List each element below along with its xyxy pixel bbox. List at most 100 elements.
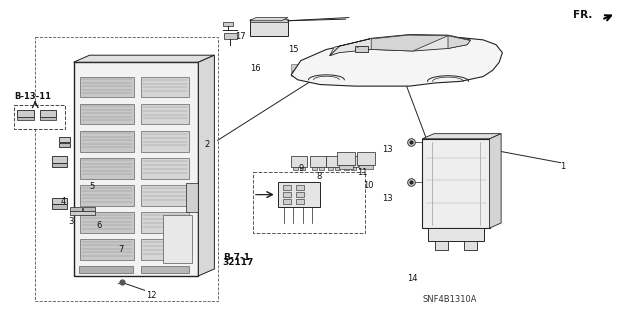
Bar — [80, 158, 134, 179]
Bar — [52, 163, 67, 167]
Bar — [141, 239, 189, 260]
Text: 16: 16 — [250, 64, 260, 73]
Bar — [163, 215, 192, 263]
Bar — [339, 165, 353, 169]
Bar — [141, 185, 189, 206]
Bar — [250, 19, 288, 22]
Text: 5: 5 — [90, 182, 95, 191]
Bar — [17, 117, 34, 120]
Bar — [291, 64, 310, 70]
Text: 7: 7 — [118, 245, 124, 254]
Bar — [342, 156, 358, 167]
Text: B-13-11: B-13-11 — [14, 92, 51, 101]
Bar — [312, 167, 317, 170]
Bar — [40, 117, 56, 120]
Bar — [253, 172, 365, 233]
Bar — [79, 266, 133, 273]
Bar — [52, 156, 67, 163]
Text: 12: 12 — [146, 291, 156, 300]
Text: 11: 11 — [357, 168, 367, 177]
Text: B-7-1: B-7-1 — [223, 253, 250, 262]
Bar — [141, 77, 189, 97]
Text: SNF4B1310A: SNF4B1310A — [422, 295, 477, 304]
Bar — [59, 143, 70, 147]
Text: 1: 1 — [560, 162, 565, 171]
Bar — [80, 212, 134, 233]
Bar — [59, 137, 70, 142]
Bar — [80, 185, 134, 206]
Bar — [300, 167, 305, 170]
Bar — [35, 37, 218, 301]
Bar — [293, 167, 298, 170]
Polygon shape — [198, 55, 214, 276]
Text: 4: 4 — [60, 197, 65, 206]
Bar — [141, 266, 189, 273]
Text: 3: 3 — [68, 217, 74, 226]
Bar — [250, 21, 288, 36]
Bar — [335, 167, 340, 170]
Bar — [52, 198, 67, 204]
Bar — [283, 199, 291, 204]
Bar — [14, 105, 65, 129]
Bar — [74, 62, 198, 276]
Bar — [40, 110, 56, 117]
Bar — [283, 192, 291, 197]
Polygon shape — [448, 36, 470, 48]
Bar — [296, 185, 304, 190]
Bar — [70, 207, 82, 211]
Bar — [355, 46, 368, 52]
Bar — [52, 204, 67, 209]
Text: 32117: 32117 — [223, 258, 254, 267]
Bar — [464, 241, 477, 250]
Bar — [359, 165, 373, 169]
Bar — [83, 207, 95, 211]
Polygon shape — [330, 39, 370, 56]
Bar — [70, 211, 95, 215]
Polygon shape — [330, 34, 470, 56]
Text: 13: 13 — [382, 194, 393, 203]
Bar — [141, 158, 189, 179]
Bar — [278, 182, 320, 207]
Bar — [186, 183, 211, 212]
Bar — [319, 167, 324, 170]
Text: FR.: FR. — [573, 10, 592, 19]
Bar — [17, 110, 34, 117]
Bar — [141, 104, 189, 124]
Bar — [351, 167, 356, 170]
Bar — [422, 139, 490, 228]
Text: 9: 9 — [299, 164, 304, 173]
Bar — [328, 167, 333, 170]
Polygon shape — [74, 55, 214, 62]
Text: 8: 8 — [317, 172, 322, 181]
Polygon shape — [250, 18, 288, 21]
Text: 6: 6 — [96, 221, 101, 230]
Polygon shape — [490, 134, 501, 228]
Bar — [283, 185, 291, 190]
Text: 10: 10 — [363, 181, 373, 190]
Bar — [80, 104, 134, 124]
Text: 17: 17 — [235, 32, 246, 41]
Bar — [357, 152, 375, 165]
Text: 15: 15 — [288, 45, 298, 54]
Bar — [80, 131, 134, 152]
Bar — [296, 192, 304, 197]
Bar — [337, 152, 355, 165]
Bar — [291, 71, 310, 76]
Text: 14: 14 — [407, 274, 417, 283]
Bar — [435, 241, 448, 250]
Polygon shape — [371, 35, 448, 51]
Bar — [80, 239, 134, 260]
Bar — [428, 228, 484, 241]
Text: 2: 2 — [205, 140, 210, 149]
Polygon shape — [422, 134, 501, 139]
Bar — [291, 156, 307, 167]
Bar — [326, 156, 342, 167]
Bar — [141, 131, 189, 152]
Bar — [296, 199, 304, 204]
Bar — [224, 33, 237, 39]
Bar — [80, 77, 134, 97]
Bar — [344, 167, 349, 170]
Bar — [141, 212, 189, 233]
Polygon shape — [291, 38, 502, 86]
Bar — [223, 22, 233, 26]
